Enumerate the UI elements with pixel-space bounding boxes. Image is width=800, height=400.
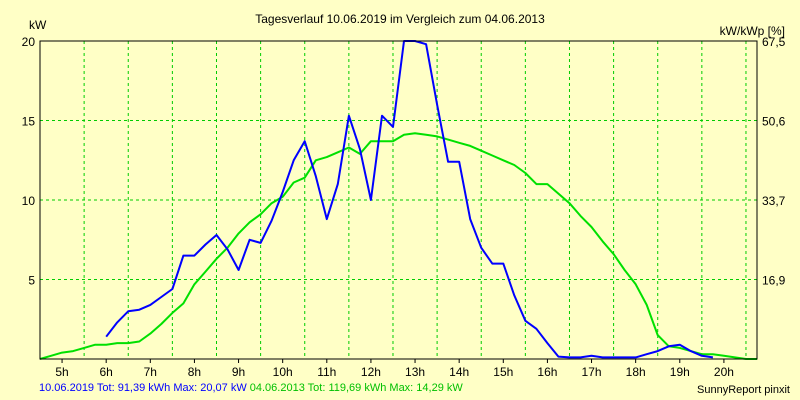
- x-tick-label: 20h: [714, 365, 734, 379]
- y-tick-label-right: 33,7: [762, 194, 786, 208]
- y-tick-label-left: 5: [28, 274, 35, 288]
- x-tick-label: 7h: [144, 365, 157, 379]
- y-axis-left-label: kW: [29, 18, 47, 32]
- x-tick-label: 12h: [361, 365, 381, 379]
- y-tick-label-right: 50,6: [762, 115, 786, 129]
- x-tick-label: 10h: [273, 365, 293, 379]
- y-axis-right-label: kW/kWp [%]: [720, 24, 785, 38]
- chart-title: Tagesverlauf 10.06.2019 im Vergleich zum…: [255, 12, 545, 26]
- y-tick-label-right: 67,5: [762, 35, 786, 49]
- x-tick-label: 19h: [670, 365, 690, 379]
- x-tick-label: 11h: [317, 365, 336, 379]
- x-tick-label: 6h: [100, 365, 113, 379]
- y-tick-label-left: 20: [22, 35, 36, 49]
- x-tick-label: 16h: [537, 365, 557, 379]
- x-tick-label: 14h: [449, 365, 469, 379]
- y-tick-label-left: 15: [22, 115, 36, 129]
- legend-series-2019: 10.06.2019 Tot: 91,39 kWh Max: 20,07 kW: [39, 382, 247, 394]
- brand-credit: SunnyReport pinxit: [697, 384, 790, 396]
- x-tick-label: 15h: [493, 365, 513, 379]
- y-tick-label-left: 10: [22, 194, 36, 208]
- series-layer: [39, 40, 757, 360]
- axis-ticks: 5h 6h 7h 8h 9h 10h 11h 12h 13h 14h 15h 16h 17h 18h 19h…: [22, 35, 786, 379]
- plot-frame: [39, 40, 758, 360]
- legend-summary: 10.06.2019 Tot: 91,39 kWh Max: 20,07 kW …: [39, 382, 463, 394]
- grid-lines: [39, 41, 757, 359]
- x-tick-label: 13h: [405, 365, 425, 379]
- x-tick-label: 9h: [232, 365, 245, 379]
- y-tick-label-right: 16,9: [762, 274, 786, 288]
- series-line-04.06.2013: [39, 132, 757, 360]
- x-tick-label: 18h: [626, 365, 646, 379]
- x-tick-label: 8h: [188, 365, 201, 379]
- x-tick-label: 5h: [55, 365, 68, 379]
- x-tick-label: 17h: [582, 365, 602, 379]
- series-line-10.06.2019: [105, 40, 714, 359]
- legend-series-2013: 04.06.2013 Tot: 119,69 kWh Max: 14,29 kW: [249, 382, 463, 394]
